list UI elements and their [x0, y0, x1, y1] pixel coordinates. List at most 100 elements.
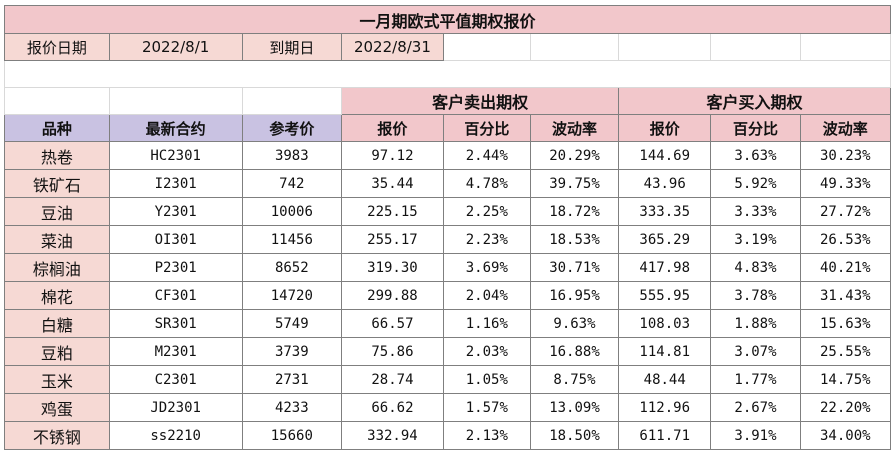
cell-buy-quote[interactable]: 555.95: [618, 281, 712, 310]
header-sell-vol[interactable]: 波动率: [529, 114, 620, 142]
cell-ref-price[interactable]: 10006: [241, 197, 343, 226]
cell-contract[interactable]: I2301: [108, 169, 243, 198]
header-buy-pct[interactable]: 百分比: [710, 114, 801, 142]
header-sell-pct[interactable]: 百分比: [442, 114, 531, 142]
cell-sell-quote[interactable]: 255.17: [341, 225, 444, 254]
cell-buy-quote[interactable]: 108.03: [618, 309, 712, 338]
cell-buy-pct[interactable]: 1.77%: [710, 365, 801, 394]
cell-sell-pct[interactable]: 2.13%: [442, 421, 531, 450]
cell-sell-vol[interactable]: 20.29%: [529, 141, 620, 170]
cell-ref-price[interactable]: 15660: [241, 421, 343, 450]
cell-sell-vol[interactable]: 8.75%: [529, 365, 620, 394]
cell-sell-quote[interactable]: 66.57: [341, 309, 444, 338]
cell-product[interactable]: 热卷: [4, 141, 110, 170]
cell-sell-vol[interactable]: 13.09%: [529, 393, 620, 422]
empty-cell[interactable]: [710, 33, 801, 61]
cell-product[interactable]: 白糖: [4, 309, 110, 338]
cell-contract[interactable]: HC2301: [108, 141, 243, 170]
cell-contract[interactable]: M2301: [108, 337, 243, 366]
cell-product[interactable]: 棉花: [4, 281, 110, 310]
cell-product[interactable]: 豆油: [4, 197, 110, 226]
cell-ref-price[interactable]: 2731: [241, 365, 343, 394]
cell-sell-quote[interactable]: 97.12: [341, 141, 444, 170]
cell-buy-quote[interactable]: 112.96: [618, 393, 712, 422]
cell-sell-vol[interactable]: 39.75%: [529, 169, 620, 198]
cell-buy-pct[interactable]: 4.83%: [710, 253, 801, 282]
cell-contract[interactable]: OI301: [108, 225, 243, 254]
empty-cell[interactable]: [4, 60, 891, 88]
cell-sell-vol[interactable]: 30.71%: [529, 253, 620, 282]
cell-sell-vol[interactable]: 18.72%: [529, 197, 620, 226]
cell-sell-vol[interactable]: 16.88%: [529, 337, 620, 366]
cell-product[interactable]: 鸡蛋: [4, 393, 110, 422]
empty-cell[interactable]: [241, 87, 343, 115]
cell-sell-vol[interactable]: 9.63%: [529, 309, 620, 338]
cell-sell-vol[interactable]: 18.50%: [529, 421, 620, 450]
cell-buy-pct[interactable]: 3.19%: [710, 225, 801, 254]
cell-buy-vol[interactable]: 40.21%: [799, 253, 892, 282]
cell-sell-pct[interactable]: 2.04%: [442, 281, 531, 310]
cell-buy-pct[interactable]: 3.33%: [710, 197, 801, 226]
cell-buy-quote[interactable]: 417.98: [618, 253, 712, 282]
cell-product[interactable]: 玉米: [4, 365, 110, 394]
cell-sell-quote[interactable]: 319.30: [341, 253, 444, 282]
empty-cell[interactable]: [799, 33, 892, 61]
header-contract[interactable]: 最新合约: [108, 114, 243, 142]
cell-buy-pct[interactable]: 3.91%: [710, 421, 801, 450]
cell-buy-vol[interactable]: 14.75%: [799, 365, 892, 394]
cell-buy-pct[interactable]: 2.67%: [710, 393, 801, 422]
cell-buy-quote[interactable]: 611.71: [618, 421, 712, 450]
cell-contract[interactable]: JD2301: [108, 393, 243, 422]
cell-buy-vol[interactable]: 49.33%: [799, 169, 892, 198]
cell-ref-price[interactable]: 11456: [241, 225, 343, 254]
cell-sell-pct[interactable]: 2.23%: [442, 225, 531, 254]
cell-buy-pct[interactable]: 3.78%: [710, 281, 801, 310]
empty-cell[interactable]: [618, 33, 712, 61]
cell-sell-quote[interactable]: 75.86: [341, 337, 444, 366]
cell-sell-quote[interactable]: 35.44: [341, 169, 444, 198]
cell-product[interactable]: 棕榈油: [4, 253, 110, 282]
report-date-value[interactable]: 2022/8/1: [108, 33, 243, 61]
cell-buy-vol[interactable]: 25.55%: [799, 337, 892, 366]
cell-sell-pct[interactable]: 2.03%: [442, 337, 531, 366]
cell-buy-quote[interactable]: 333.35: [618, 197, 712, 226]
group-client-sell[interactable]: 客户卖出期权: [341, 87, 620, 115]
cell-ref-price[interactable]: 3983: [241, 141, 343, 170]
header-ref-price[interactable]: 参考价: [241, 114, 343, 142]
cell-sell-quote[interactable]: 299.88: [341, 281, 444, 310]
cell-sell-quote[interactable]: 332.94: [341, 421, 444, 450]
cell-buy-vol[interactable]: 22.20%: [799, 393, 892, 422]
cell-sell-vol[interactable]: 16.95%: [529, 281, 620, 310]
group-client-buy[interactable]: 客户买入期权: [618, 87, 891, 115]
cell-buy-vol[interactable]: 31.43%: [799, 281, 892, 310]
report-date-label[interactable]: 报价日期: [4, 33, 110, 61]
cell-ref-price[interactable]: 3739: [241, 337, 343, 366]
cell-ref-price[interactable]: 8652: [241, 253, 343, 282]
cell-buy-vol[interactable]: 15.63%: [799, 309, 892, 338]
empty-cell[interactable]: [4, 87, 110, 115]
cell-buy-quote[interactable]: 144.69: [618, 141, 712, 170]
cell-ref-price[interactable]: 14720: [241, 281, 343, 310]
header-buy-quote[interactable]: 报价: [618, 114, 712, 142]
cell-contract[interactable]: C2301: [108, 365, 243, 394]
cell-buy-quote[interactable]: 365.29: [618, 225, 712, 254]
cell-product[interactable]: 菜油: [4, 225, 110, 254]
cell-buy-vol[interactable]: 26.53%: [799, 225, 892, 254]
cell-sell-pct[interactable]: 1.57%: [442, 393, 531, 422]
expiry-value[interactable]: 2022/8/31: [341, 33, 444, 61]
header-buy-vol[interactable]: 波动率: [799, 114, 892, 142]
cell-buy-vol[interactable]: 34.00%: [799, 421, 892, 450]
cell-sell-quote[interactable]: 28.74: [341, 365, 444, 394]
cell-contract[interactable]: ss2210: [108, 421, 243, 450]
cell-contract[interactable]: P2301: [108, 253, 243, 282]
empty-cell[interactable]: [108, 87, 243, 115]
cell-product[interactable]: 铁矿石: [4, 169, 110, 198]
cell-sell-pct[interactable]: 2.44%: [442, 141, 531, 170]
cell-sell-pct[interactable]: 1.16%: [442, 309, 531, 338]
cell-contract[interactable]: SR301: [108, 309, 243, 338]
cell-sell-pct[interactable]: 3.69%: [442, 253, 531, 282]
empty-cell[interactable]: [442, 33, 531, 61]
cell-buy-vol[interactable]: 27.72%: [799, 197, 892, 226]
cell-buy-quote[interactable]: 43.96: [618, 169, 712, 198]
cell-ref-price[interactable]: 4233: [241, 393, 343, 422]
